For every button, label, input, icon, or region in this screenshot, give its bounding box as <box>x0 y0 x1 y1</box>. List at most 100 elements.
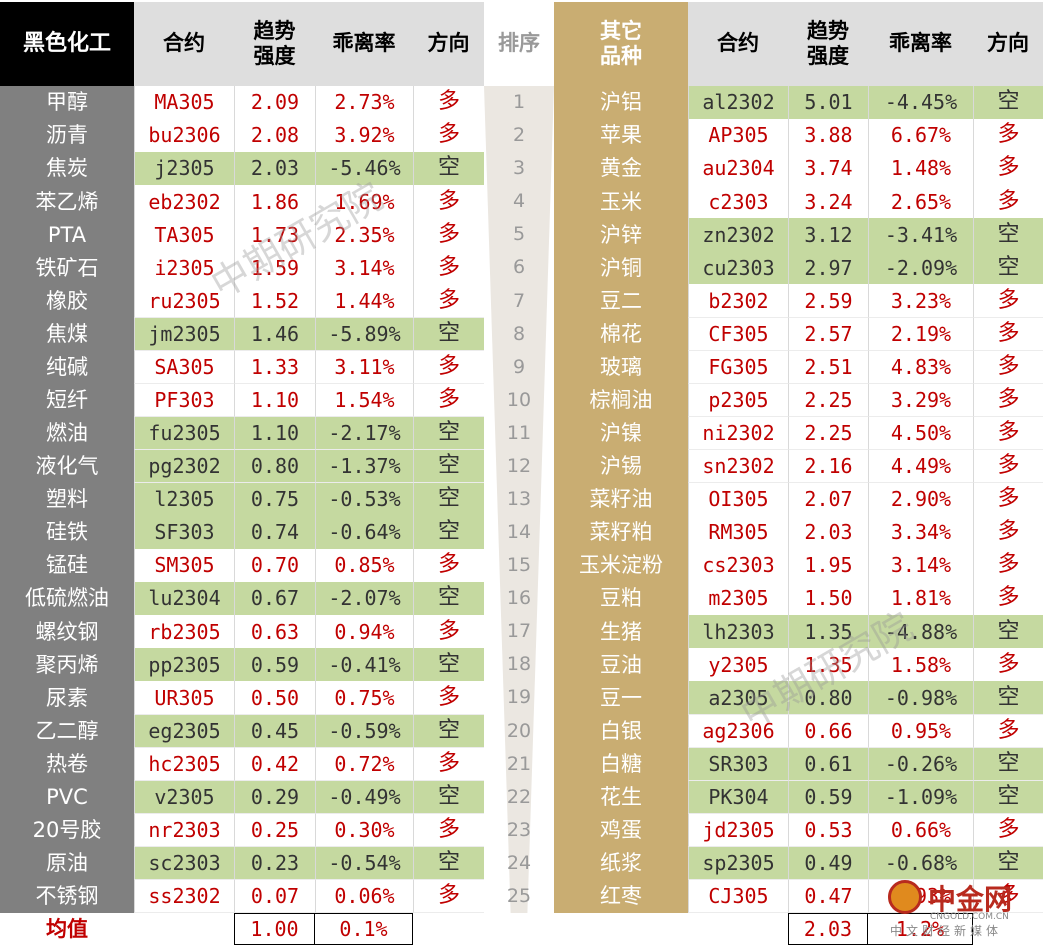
left-row-name: 燃油 <box>0 416 134 451</box>
rank-number: 1 <box>512 91 526 114</box>
right-row-strength: 3.24 <box>788 185 868 219</box>
right-row-name: 白银 <box>554 714 688 749</box>
left-row-name: 硅铁 <box>0 516 134 550</box>
rank-number: 6 <box>512 256 526 279</box>
right-row-contract: sn2302 <box>688 449 788 484</box>
left-row-direction: 多 <box>413 119 484 153</box>
right-row-direction: 多 <box>973 482 1043 517</box>
left-header-contract: 合约 <box>134 2 234 86</box>
left-row-contract: j2305 <box>134 152 234 186</box>
right-row-direction: 空 <box>973 780 1043 815</box>
left-row-strength: 0.67 <box>234 582 315 616</box>
left-row-contract: ru2305 <box>134 284 234 319</box>
right-row-deviation: 4.49% <box>868 449 973 484</box>
left-row-strength: 0.80 <box>234 449 315 484</box>
right-row-direction: 空 <box>973 251 1043 285</box>
left-row-direction: 空 <box>413 714 484 749</box>
left-row-strength: 1.46 <box>234 317 315 352</box>
left-row-contract: PF303 <box>134 383 234 418</box>
right-row-direction: 多 <box>973 152 1043 186</box>
right-row-contract: RM305 <box>688 516 788 550</box>
left-row-direction: 空 <box>413 449 484 484</box>
left-row-deviation: -0.49% <box>315 780 413 815</box>
right-row-direction: 空 <box>973 615 1043 649</box>
right-row-strength: 1.95 <box>788 549 868 583</box>
left-row-strength: 1.52 <box>234 284 315 319</box>
right-row-contract: sp2305 <box>688 846 788 881</box>
right-row-contract: SR303 <box>688 747 788 782</box>
right-row-name: 豆一 <box>554 681 688 716</box>
left-row-contract: lu2304 <box>134 582 234 616</box>
rank-number: 23 <box>506 818 532 841</box>
right-row-name: 菜籽油 <box>554 482 688 517</box>
right-row-contract: OI305 <box>688 482 788 517</box>
left-row-name: 热卷 <box>0 747 134 782</box>
rank-number: 2 <box>512 124 526 147</box>
left-row-deviation: -0.64% <box>315 516 413 550</box>
left-row-deviation: 1.54% <box>315 383 413 418</box>
left-row-direction: 空 <box>413 648 484 682</box>
left-row-direction: 空 <box>413 482 484 517</box>
left-row-strength: 0.70 <box>234 549 315 583</box>
left-average-strength: 1.00 <box>234 913 315 945</box>
right-row-contract: m2305 <box>688 582 788 616</box>
left-row-deviation: 2.73% <box>315 86 413 120</box>
right-row-strength: 2.57 <box>788 317 868 352</box>
left-row-name: 塑料 <box>0 482 134 517</box>
left-header-trend-strength: 趋势 强度 <box>234 2 315 86</box>
rank-number: 19 <box>506 686 532 709</box>
right-row-deviation: 1.81% <box>868 582 973 616</box>
left-header-deviation: 乖离率 <box>315 2 413 86</box>
left-row-strength: 1.73 <box>234 218 315 252</box>
right-row-strength: 1.35 <box>788 615 868 649</box>
left-row-deviation: 3.11% <box>315 350 413 385</box>
left-row-name: 焦炭 <box>0 152 134 186</box>
right-row-direction: 多 <box>973 383 1043 418</box>
right-average-strength: 2.03 <box>788 913 868 945</box>
left-row-strength: 1.86 <box>234 185 315 219</box>
left-row-contract: TA305 <box>134 218 234 252</box>
right-row-deviation: -2.09% <box>868 251 973 285</box>
right-row-deviation: 2.90% <box>868 482 973 517</box>
cngold-logo: 中金网 CNGOLD.COM.CN 中文财经新媒体 <box>884 874 1040 938</box>
left-row-deviation: 2.35% <box>315 218 413 252</box>
left-row-deviation: -1.37% <box>315 449 413 484</box>
left-row-name: 甲醇 <box>0 86 134 120</box>
right-row-contract: au2304 <box>688 152 788 186</box>
right-average-deviation: 1.2% <box>867 913 973 945</box>
left-row-strength: 0.75 <box>234 482 315 517</box>
right-row-direction: 多 <box>973 317 1043 352</box>
right-row-strength: 0.61 <box>788 747 868 782</box>
right-row-name: 纸浆 <box>554 846 688 881</box>
right-row-direction: 空 <box>973 846 1043 881</box>
right-row-name: 沪铝 <box>554 86 688 120</box>
right-row-deviation: 2.19% <box>868 317 973 352</box>
logo-tagline: 中文财经新媒体 <box>890 924 1003 938</box>
left-header-trend-line1: 趋势 <box>253 18 296 43</box>
right-row-strength: 1.50 <box>788 582 868 616</box>
left-row-contract: l2305 <box>134 482 234 517</box>
right-header-title-line2: 品种 <box>600 44 642 68</box>
rank-number: 22 <box>506 785 532 808</box>
left-row-contract: i2305 <box>134 251 234 285</box>
rank-number: 21 <box>506 752 532 775</box>
left-row-name: 苯乙烯 <box>0 185 134 219</box>
rank-number: 8 <box>512 322 526 345</box>
right-row-deviation: 4.83% <box>868 350 973 385</box>
left-row-direction: 多 <box>413 284 484 319</box>
rank-number: 18 <box>506 653 532 676</box>
right-header-trend-line2: 强度 <box>807 44 849 68</box>
right-row-strength: 1.35 <box>788 648 868 682</box>
left-row-deviation: -5.46% <box>315 152 413 186</box>
right-row-strength: 2.59 <box>788 284 868 319</box>
left-row-contract: bu2306 <box>134 119 234 153</box>
left-row-name: 原油 <box>0 846 134 881</box>
right-row-contract: c2303 <box>688 185 788 219</box>
right-row-strength: 5.01 <box>788 86 868 120</box>
left-header-trend-line2: 强度 <box>253 44 296 68</box>
left-row-name: 纯碱 <box>0 350 134 385</box>
right-header-title-line1: 其它 <box>600 18 642 43</box>
right-row-strength: 0.47 <box>788 879 868 914</box>
left-row-name: PTA <box>0 218 134 252</box>
rank-number: 24 <box>506 851 532 874</box>
